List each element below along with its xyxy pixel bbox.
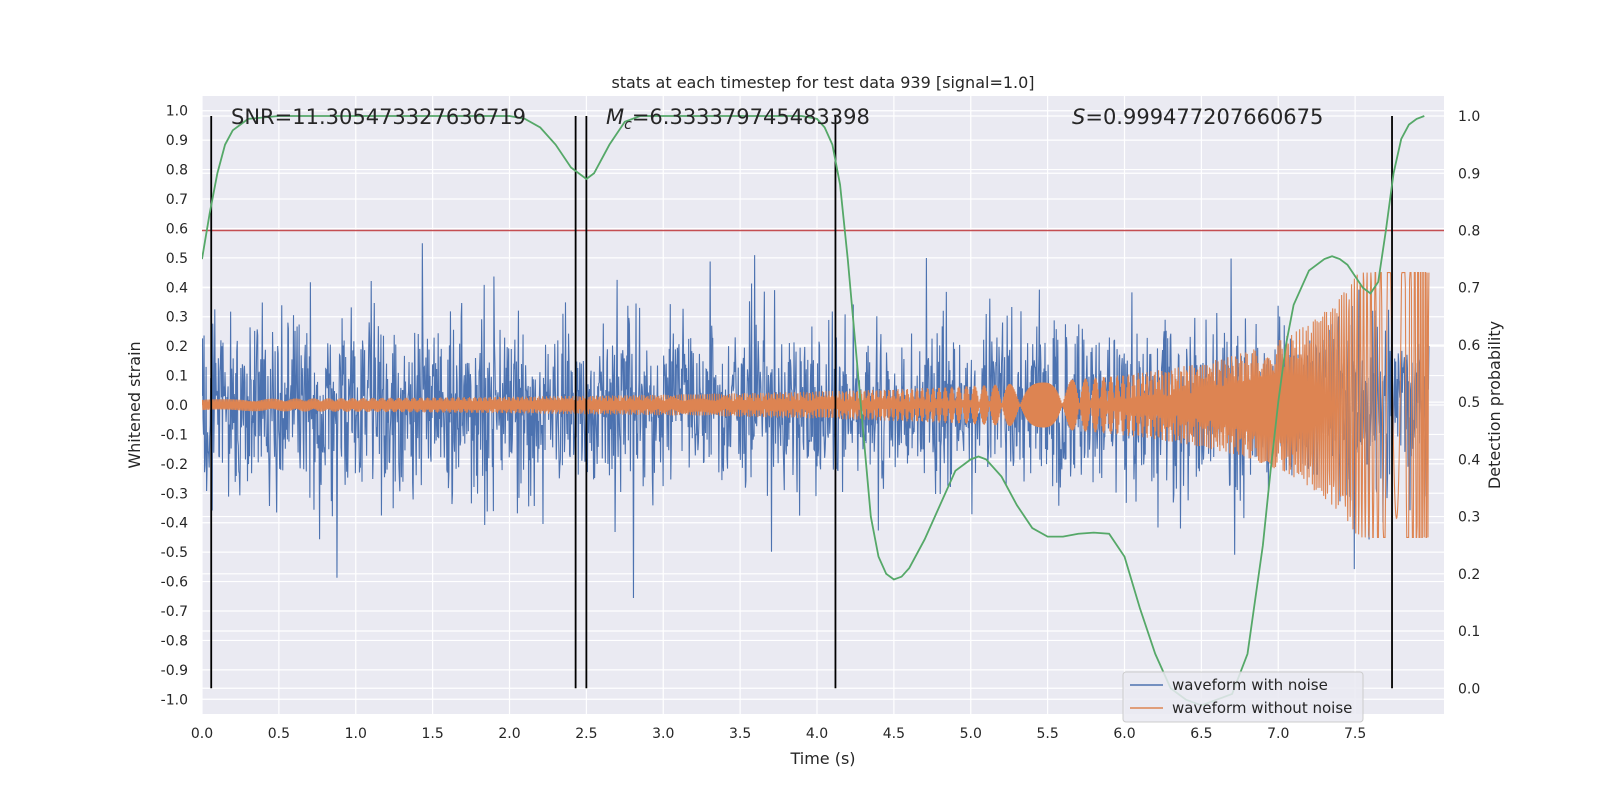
y2-tick-label: 0.4 [1458,452,1480,468]
x-tick-label: 1.5 [421,726,443,742]
y-tick-label: -0.5 [161,545,188,561]
y2-tick-label: 0.9 [1458,166,1480,182]
series-detection-probability [202,115,1425,707]
y2-tick-label: 1.0 [1458,109,1480,125]
x-tick-label: 6.5 [1190,726,1212,742]
y2-tick-label: 0.0 [1458,681,1480,697]
y-tick-label: -0.4 [161,516,188,532]
x-tick-label: 5.5 [1036,726,1058,742]
legend: waveform with noise waveform without noi… [1122,671,1364,723]
s-value: =0.999477207660675 [1085,105,1323,129]
chart-title: stats at each timestep for test data 939… [611,73,1034,92]
x-axis-label: Time (s) [789,749,855,768]
y2-tick-label: 0.3 [1458,510,1480,526]
y2-tick-label: 0.7 [1458,281,1480,297]
y-tick-label: 0.0 [166,398,188,414]
x-tick-label: 0.5 [268,726,290,742]
x-tick-label: 4.0 [806,726,828,742]
y-tick-label: 0.5 [166,251,188,267]
x-tick-label: 3.5 [729,726,751,742]
y-tick-label: -0.8 [161,633,188,649]
chirp-mass-subscript: c [624,117,632,133]
y2-tick-label: 0.8 [1458,223,1480,239]
y-tick-label: 0.7 [166,192,188,208]
y-tick-label: -0.3 [161,486,188,502]
y-tick-label: 1.0 [166,104,188,120]
annotation-s: S=0.999477207660675 [1072,105,1323,129]
y2-tick-label: 0.1 [1458,624,1480,640]
series-waveform-with-noise [202,243,1430,598]
y-tick-label: 0.1 [166,369,188,385]
x-tick-label: 5.0 [960,726,982,742]
y-tick-label: -0.6 [161,575,188,591]
x-tick-label: 0.0 [191,726,213,742]
y-axis-label: Whitened strain [125,341,144,468]
y-tick-label: 0.8 [166,163,188,179]
x-tick-label: 4.5 [883,726,905,742]
legend-box [1122,671,1364,723]
series-waveform-without-noise [202,272,1430,538]
y2-tick-label: 0.5 [1458,395,1480,411]
y2-tick-label: 0.6 [1458,338,1480,354]
legend-label-noise: waveform with noise [1172,676,1328,694]
y2-axis-label: Detection probability [1485,321,1504,489]
axes: 0.0 0.5 1.0 1.5 2.0 2.5 3.0 3.5 4.0 4.5 5.0 5.5 6.0 6… [161,104,1481,742]
y-tick-label: 0.2 [166,339,188,355]
annotation-chirp-mass: Mc=6.333379745483398 [606,105,870,133]
x-tick-label: 7.0 [1267,726,1289,742]
y-tick-label: 0.3 [166,310,188,326]
x-tick-label: 1.0 [345,726,367,742]
annotation-snr: SNR=11.305473327636719 [231,105,526,129]
chirp-mass-symbol: M [606,105,624,129]
legend-label-clean: waveform without noise [1172,699,1352,717]
y-tick-label: 0.9 [166,133,188,149]
y-tick-label: 0.6 [166,221,188,237]
x-tick-label: 2.5 [575,726,597,742]
y-tick-label: -0.7 [161,604,188,620]
x-tick-label: 7.5 [1344,726,1366,742]
s-symbol: S [1072,105,1085,129]
plot-area [202,115,1444,707]
y2-tick-label: 0.2 [1458,567,1480,583]
x-tick-label: 3.0 [652,726,674,742]
y-tick-label: -0.1 [161,427,188,443]
chirp-mass-value: =6.333379745483398 [632,105,870,129]
y-tick-label: -0.9 [161,663,188,679]
x-tick-label: 2.0 [498,726,520,742]
x-tick-label: 6.0 [1113,726,1135,742]
y-tick-label: -0.2 [161,457,188,473]
y-tick-label: 0.4 [166,280,188,296]
y-tick-label: -1.0 [161,692,188,708]
